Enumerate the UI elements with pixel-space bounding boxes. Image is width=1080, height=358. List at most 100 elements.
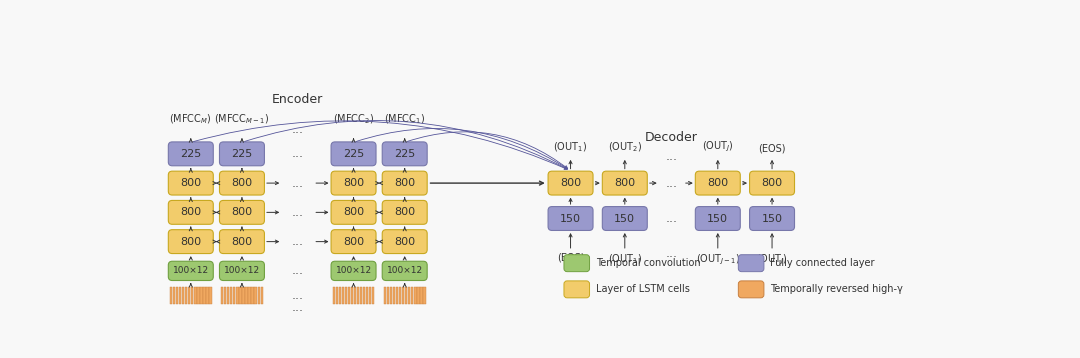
FancyBboxPatch shape — [168, 171, 213, 195]
FancyBboxPatch shape — [332, 261, 376, 281]
Text: (OUT$_1$): (OUT$_1$) — [608, 252, 642, 266]
Text: 800: 800 — [561, 178, 581, 188]
Text: ...: ... — [292, 264, 303, 277]
Text: 800: 800 — [231, 207, 253, 217]
FancyBboxPatch shape — [399, 287, 402, 304]
FancyBboxPatch shape — [341, 287, 345, 304]
FancyBboxPatch shape — [564, 255, 590, 272]
Text: 225: 225 — [180, 149, 202, 159]
FancyBboxPatch shape — [366, 287, 368, 304]
FancyBboxPatch shape — [332, 230, 376, 253]
FancyBboxPatch shape — [405, 287, 407, 304]
Text: Temporal convolution: Temporal convolution — [596, 258, 701, 268]
Text: 800: 800 — [180, 207, 201, 217]
Text: 150: 150 — [561, 213, 581, 223]
Text: 800: 800 — [761, 178, 783, 188]
Text: (MFCC$_2$): (MFCC$_2$) — [333, 112, 374, 126]
Text: 800: 800 — [615, 178, 635, 188]
FancyBboxPatch shape — [345, 287, 347, 304]
Text: (MFCC$_1$): (MFCC$_1$) — [384, 112, 426, 126]
Text: 150: 150 — [761, 213, 783, 223]
Text: 150: 150 — [615, 213, 635, 223]
FancyBboxPatch shape — [339, 287, 341, 304]
Text: ...: ... — [292, 235, 303, 248]
FancyBboxPatch shape — [360, 287, 362, 304]
FancyBboxPatch shape — [423, 287, 426, 304]
FancyBboxPatch shape — [198, 287, 200, 304]
Text: 800: 800 — [343, 207, 364, 217]
FancyBboxPatch shape — [260, 287, 262, 304]
Text: (OUT$_J$): (OUT$_J$) — [756, 252, 788, 267]
FancyBboxPatch shape — [194, 287, 197, 304]
Text: 150: 150 — [707, 213, 728, 223]
FancyBboxPatch shape — [168, 261, 213, 281]
FancyBboxPatch shape — [191, 287, 193, 304]
FancyBboxPatch shape — [227, 287, 229, 304]
Text: 225: 225 — [343, 149, 364, 159]
Text: 800: 800 — [231, 237, 253, 247]
FancyBboxPatch shape — [382, 261, 428, 281]
FancyBboxPatch shape — [383, 287, 386, 304]
Text: Encoder: Encoder — [272, 93, 323, 106]
FancyBboxPatch shape — [387, 287, 389, 304]
FancyBboxPatch shape — [393, 287, 395, 304]
Text: 800: 800 — [180, 237, 201, 247]
Text: (OUT$_{J-1}$): (OUT$_{J-1}$) — [696, 252, 740, 267]
FancyBboxPatch shape — [237, 287, 239, 304]
Text: ...: ... — [292, 301, 303, 314]
FancyBboxPatch shape — [168, 142, 213, 166]
FancyBboxPatch shape — [564, 281, 590, 298]
FancyBboxPatch shape — [408, 287, 410, 304]
FancyBboxPatch shape — [219, 171, 265, 195]
FancyBboxPatch shape — [170, 287, 172, 304]
FancyBboxPatch shape — [357, 287, 360, 304]
Text: 100×12: 100×12 — [173, 266, 208, 275]
FancyBboxPatch shape — [402, 287, 404, 304]
Text: 225: 225 — [394, 149, 416, 159]
Text: 800: 800 — [394, 237, 416, 247]
FancyBboxPatch shape — [739, 281, 764, 298]
Text: (OUT$_1$): (OUT$_1$) — [553, 140, 588, 154]
FancyBboxPatch shape — [242, 287, 245, 304]
FancyBboxPatch shape — [206, 287, 208, 304]
Text: (OUT$_2$): (OUT$_2$) — [608, 140, 642, 154]
Text: 800: 800 — [231, 178, 253, 188]
Text: ...: ... — [665, 176, 677, 190]
FancyBboxPatch shape — [179, 287, 181, 304]
FancyBboxPatch shape — [240, 287, 242, 304]
Text: Layer of LSTM cells: Layer of LSTM cells — [596, 284, 690, 294]
Text: ...: ... — [292, 176, 303, 190]
FancyBboxPatch shape — [373, 287, 375, 304]
FancyBboxPatch shape — [219, 142, 265, 166]
FancyBboxPatch shape — [176, 287, 178, 304]
FancyBboxPatch shape — [248, 287, 251, 304]
FancyBboxPatch shape — [417, 287, 419, 304]
Text: Temporally reversed high-γ: Temporally reversed high-γ — [770, 284, 903, 294]
Text: 800: 800 — [394, 178, 416, 188]
Text: ...: ... — [292, 289, 303, 302]
FancyBboxPatch shape — [230, 287, 232, 304]
FancyBboxPatch shape — [255, 287, 257, 304]
FancyBboxPatch shape — [332, 142, 376, 166]
FancyBboxPatch shape — [369, 287, 372, 304]
FancyBboxPatch shape — [354, 287, 356, 304]
FancyBboxPatch shape — [415, 287, 417, 304]
Text: 100×12: 100×12 — [387, 266, 422, 275]
Text: (MFCC$_M$): (MFCC$_M$) — [170, 112, 212, 126]
FancyBboxPatch shape — [233, 287, 235, 304]
Text: ...: ... — [665, 247, 677, 260]
FancyBboxPatch shape — [750, 207, 795, 231]
Text: 100×12: 100×12 — [224, 266, 260, 275]
FancyBboxPatch shape — [696, 171, 740, 195]
Text: ...: ... — [292, 123, 303, 136]
FancyBboxPatch shape — [168, 230, 213, 253]
Text: 100×12: 100×12 — [336, 266, 372, 275]
FancyBboxPatch shape — [219, 261, 265, 281]
FancyBboxPatch shape — [203, 287, 205, 304]
FancyBboxPatch shape — [200, 287, 203, 304]
FancyBboxPatch shape — [336, 287, 338, 304]
FancyBboxPatch shape — [382, 171, 428, 195]
FancyBboxPatch shape — [382, 200, 428, 224]
FancyBboxPatch shape — [188, 287, 190, 304]
FancyBboxPatch shape — [382, 142, 428, 166]
